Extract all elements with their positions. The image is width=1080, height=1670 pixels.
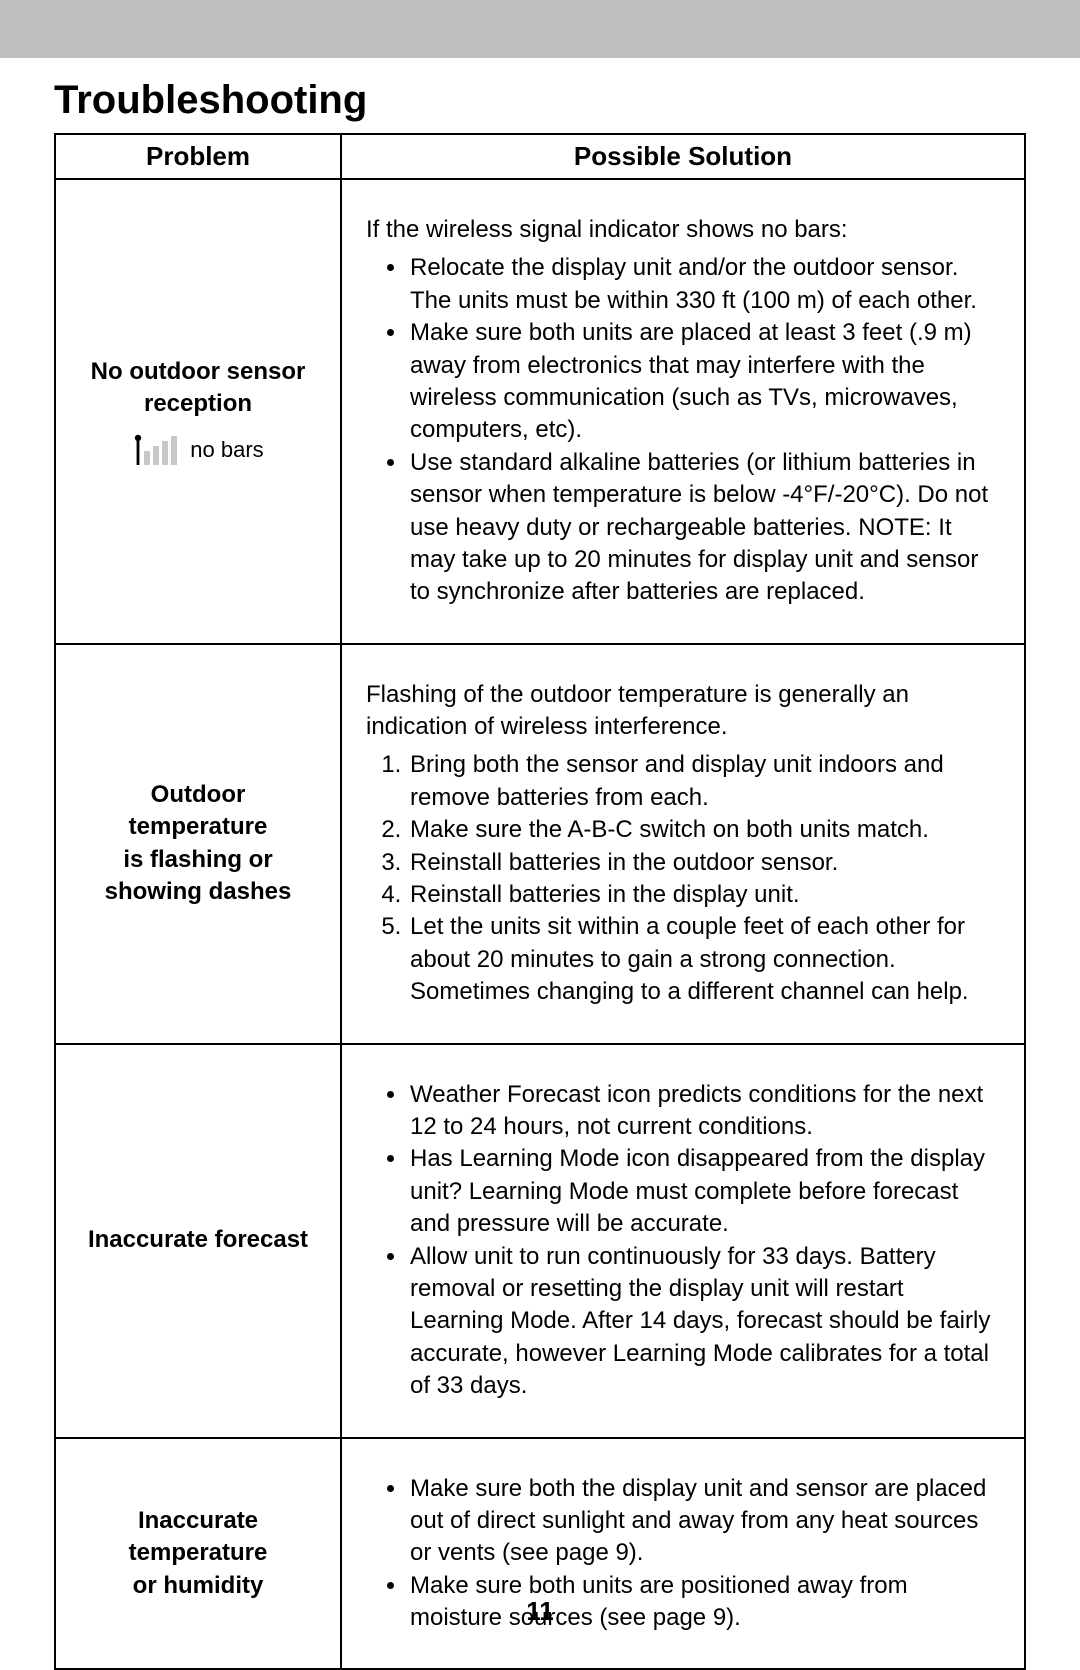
list-item: Allow unit to run continuously for 33 da… [408,1241,1000,1403]
solution-cell: Flashing of the outdoor temperature is g… [341,644,1025,1044]
solution-cell: Weather Forecast icon predicts condition… [341,1044,1025,1438]
header-solution: Possible Solution [341,134,1025,179]
troubleshooting-table: Problem Possible Solution No outdoor sen… [54,133,1026,1670]
list-item: Let the units sit within a couple feet o… [408,911,1000,1008]
problem-label: Outdoortemperatureis flashing orshowing … [70,779,326,909]
solution-cell: If the wireless signal indicator shows n… [341,179,1025,644]
list-item: Relocate the display unit and/or the out… [408,252,1000,317]
problem-cell: Outdoortemperatureis flashing orshowing … [55,644,341,1044]
list-item: Use standard alkaline batteries (or lith… [408,447,1000,609]
list-item: Has Learning Mode icon disappeared from … [408,1143,1000,1240]
solution-bullet-list: Relocate the display unit and/or the out… [366,252,1000,608]
table-row: Outdoortemperatureis flashing orshowing … [55,644,1025,1044]
signal-label: no bars [190,435,263,465]
signal-bars-icon [132,433,178,467]
content-area: Troubleshooting Problem Possible Solutio… [54,78,1026,1670]
signal-indicator: no bars [70,433,326,467]
table-row: No outdoor sensorreception no bars If the… [55,179,1025,644]
header-bar [0,0,1080,58]
list-item: Reinstall batteries in the outdoor senso… [408,847,1000,879]
problem-label: Inaccurate forecast [70,1224,326,1256]
problem-cell: No outdoor sensorreception no bars [55,179,341,644]
solution-bullet-list: Weather Forecast icon predicts condition… [366,1079,1000,1403]
solution-intro: Flashing of the outdoor temperature is g… [366,679,1000,744]
table-row: Inaccuratetemperatureor humidity Make sur… [55,1438,1025,1670]
problem-cell: Inaccuratetemperatureor humidity [55,1438,341,1670]
solution-ordered-list: Bring both the sensor and display unit i… [366,749,1000,1008]
list-item: Weather Forecast icon predicts condition… [408,1079,1000,1144]
solution-intro: If the wireless signal indicator shows n… [366,214,1000,246]
list-item: Reinstall batteries in the display unit. [408,879,1000,911]
list-item: Bring both the sensor and display unit i… [408,749,1000,814]
page-title: Troubleshooting [54,78,1026,123]
table-body: No outdoor sensorreception no bars If the… [55,179,1025,1669]
table-header-row: Problem Possible Solution [55,134,1025,179]
problem-label: Inaccuratetemperatureor humidity [70,1505,326,1602]
page: Troubleshooting Problem Possible Solutio… [0,0,1080,1669]
problem-cell: Inaccurate forecast [55,1044,341,1438]
list-item: Make sure both units are placed at least… [408,317,1000,447]
header-problem: Problem [55,134,341,179]
solution-cell: Make sure both the display unit and sens… [341,1438,1025,1670]
problem-label: No outdoor sensorreception [70,356,326,421]
table-row: Inaccurate forecast Weather Forecast icon… [55,1044,1025,1438]
list-item: Make sure the A-B-C switch on both units… [408,814,1000,846]
page-number: 11 [0,1596,1080,1627]
list-item: Make sure both the display unit and sens… [408,1473,1000,1570]
